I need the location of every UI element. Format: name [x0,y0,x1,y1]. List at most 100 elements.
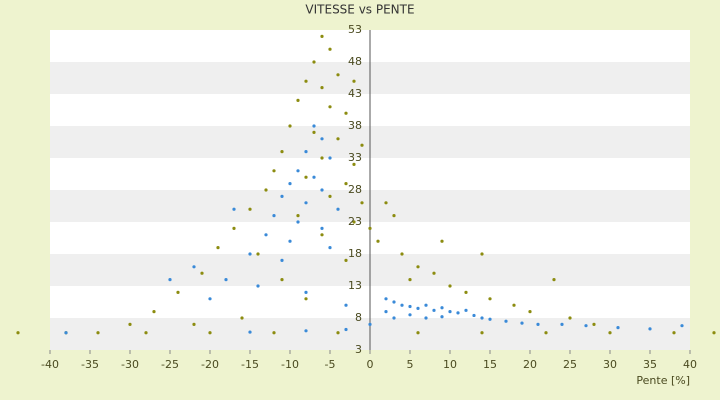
point [352,162,356,166]
point [440,315,444,319]
point [392,300,396,304]
point [456,311,460,315]
point [304,79,308,83]
y-tick-label: 53 [348,23,362,36]
point [464,290,468,294]
point [312,60,316,64]
point [208,331,212,335]
point [352,79,356,83]
point [96,331,100,335]
point [360,201,364,205]
point [208,297,212,301]
point [368,226,372,230]
point [344,258,348,262]
point [288,239,292,243]
point [328,156,332,160]
point [328,246,332,250]
point [232,226,236,230]
x-tick-label: -20 [201,358,219,371]
point [200,271,204,275]
point [568,316,572,320]
point [320,34,324,39]
point [248,252,252,256]
point [384,310,388,314]
point [304,175,308,179]
point [416,306,420,310]
x-tick-label: -35 [81,358,99,371]
point [304,201,308,205]
x-tick-label: 20 [523,358,537,371]
point [240,316,244,320]
point [224,278,228,282]
point [264,188,268,192]
point [560,322,564,326]
point [408,313,412,317]
point [256,252,260,256]
chart-title: VITESSE vs PENTE [305,3,414,17]
point [616,326,620,330]
point [408,278,412,282]
point [400,252,404,256]
point [128,322,132,326]
point [280,278,284,282]
x-tick-label: 10 [443,358,457,371]
point [592,322,596,326]
point [280,258,284,262]
point [312,175,316,179]
point [584,324,588,328]
point [400,303,404,307]
x-tick-label: 30 [603,358,617,371]
y-tick-label: 33 [348,151,362,164]
point [408,304,412,309]
point [672,331,676,335]
y-tick-label: 18 [348,247,362,260]
point [480,331,484,335]
x-axis-label: Pente [%] [636,374,690,387]
x-tick-label: -25 [161,358,179,371]
x-tick-label: -15 [241,358,259,371]
point [312,124,316,128]
point [296,98,300,102]
point [488,317,492,321]
point [416,265,420,269]
y-tick-label: 23 [348,215,362,228]
point [336,73,340,77]
point [304,150,308,154]
point [552,278,556,282]
point [296,220,300,224]
point [304,329,308,333]
point [272,331,276,335]
point [648,327,652,331]
point [344,303,348,307]
point [280,194,284,198]
x-tick-label: 40 [683,358,697,371]
point [312,130,316,134]
point [328,194,332,198]
point [440,239,444,243]
point [320,226,324,230]
x-tick-label: 35 [643,358,657,371]
point [376,239,380,243]
point [256,284,260,288]
point [352,220,356,224]
y-tick-label: 28 [348,183,362,196]
point [144,331,148,335]
point [448,284,452,288]
point [544,331,548,335]
point [248,330,252,334]
point [680,324,684,328]
point [232,207,236,211]
point [344,182,348,186]
point [608,331,612,335]
point [392,214,396,218]
y-tick-label: 38 [348,119,362,132]
point [64,331,68,335]
point [336,137,340,141]
point [320,156,324,160]
point [320,86,324,90]
point [368,322,372,326]
point [448,310,452,314]
point [192,265,196,269]
point [272,214,276,218]
y-tick-label: 48 [348,55,362,68]
